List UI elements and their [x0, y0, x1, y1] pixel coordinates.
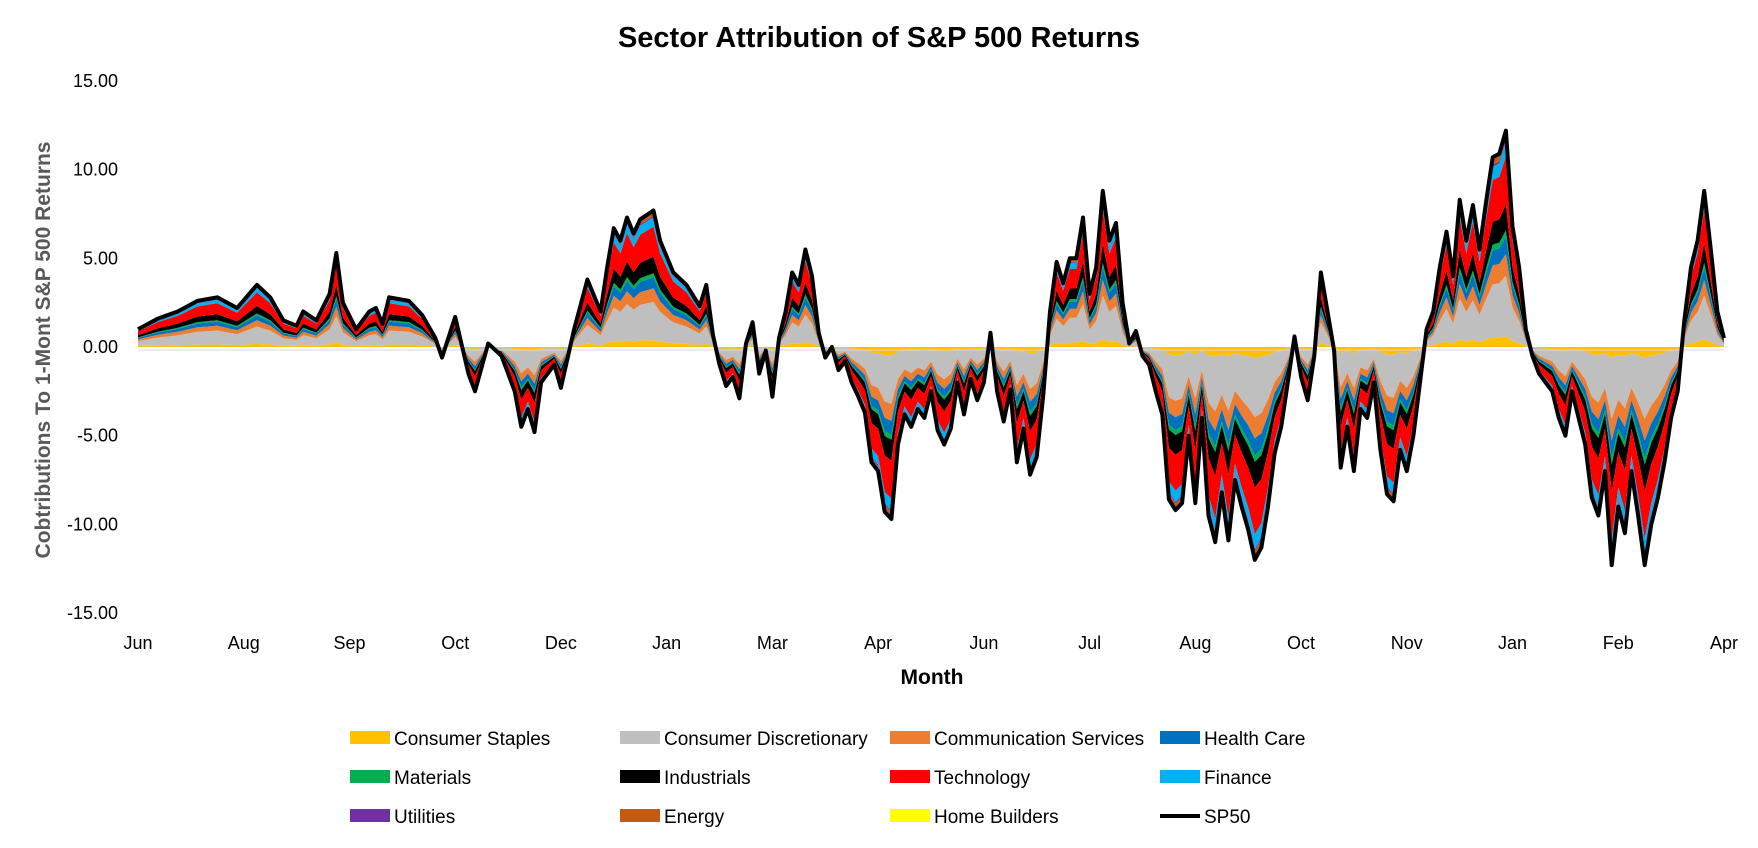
legend-swatch [1160, 731, 1200, 744]
x-tick-label: Dec [545, 633, 577, 653]
x-axis-title: Month [901, 666, 964, 689]
legend-swatch [890, 809, 930, 822]
legend-swatch [890, 731, 930, 744]
legend-label: Finance [1204, 768, 1272, 789]
x-tick-label: Jan [1498, 633, 1527, 653]
legend-swatch [890, 770, 930, 783]
y-axis-ticks: 15.00 10.00 5.00 0.00 -5.00 -10.00 -15.00 [67, 71, 118, 623]
x-tick-label: Aug [1179, 633, 1211, 653]
y-axis-title: Cobtributions To 1-Mont S&P 500 Returns [32, 142, 55, 559]
sp500-line-group [137, 128, 1726, 568]
x-tick-label: Feb [1603, 633, 1634, 653]
sp500-line [137, 128, 1726, 568]
legend-label: Communication Services [934, 729, 1144, 750]
x-tick-label: Nov [1391, 633, 1423, 653]
x-tick-label: Apr [864, 633, 892, 653]
x-tick-label: Aug [228, 633, 260, 653]
x-tick-label: Sep [333, 633, 365, 653]
y-tick-label: -5.00 [77, 426, 118, 446]
y-tick-label: 10.00 [73, 160, 118, 180]
legend-label: Home Builders [934, 807, 1059, 828]
legend-swatch [620, 809, 660, 822]
x-axis-ticks: Jun Aug Sep Oct Dec Jan Mar Apr Jun Jul Aug Oct Nov J… [123, 633, 1738, 653]
legend-label: Health Care [1204, 729, 1305, 750]
legend-label: Consumer Staples [394, 729, 550, 750]
legend-swatch [620, 770, 660, 783]
x-tick-label: Jun [969, 633, 998, 653]
legend-swatch [350, 731, 390, 744]
x-tick-label: Oct [441, 633, 469, 653]
area-consumer-staples [138, 336, 1724, 358]
legend-swatch [620, 731, 660, 744]
x-tick-label: Oct [1287, 633, 1315, 653]
stacked-areas [138, 130, 1724, 566]
x-tick-label: Jul [1078, 633, 1101, 653]
legend-label: Consumer Discretionary [664, 729, 868, 750]
x-tick-label: Jun [123, 633, 152, 653]
legend-swatch [1160, 770, 1200, 783]
y-tick-label: -10.00 [67, 514, 118, 534]
legend-label: Technology [934, 768, 1031, 789]
x-tick-label: Jan [652, 633, 681, 653]
y-tick-label: 15.00 [73, 71, 118, 91]
legend-label: Utilities [394, 807, 455, 828]
legend-swatch [350, 770, 390, 783]
x-tick-label: Mar [757, 633, 788, 653]
legend-label: Energy [664, 807, 725, 828]
y-tick-label: 0.00 [83, 337, 118, 357]
chart-title: Sector Attribution of S&P 500 Returns [618, 22, 1140, 54]
y-tick-label: -15.00 [67, 603, 118, 623]
legend-label: Industrials [664, 768, 751, 789]
x-tick-label: Apr [1710, 633, 1738, 653]
legend-swatch [350, 809, 390, 822]
legend-label: SP50 [1204, 807, 1250, 828]
legend: Consumer Staples Consumer Discretionary Co… [350, 729, 1305, 828]
y-tick-label: 5.00 [83, 248, 118, 268]
legend-label: Materials [394, 768, 471, 789]
